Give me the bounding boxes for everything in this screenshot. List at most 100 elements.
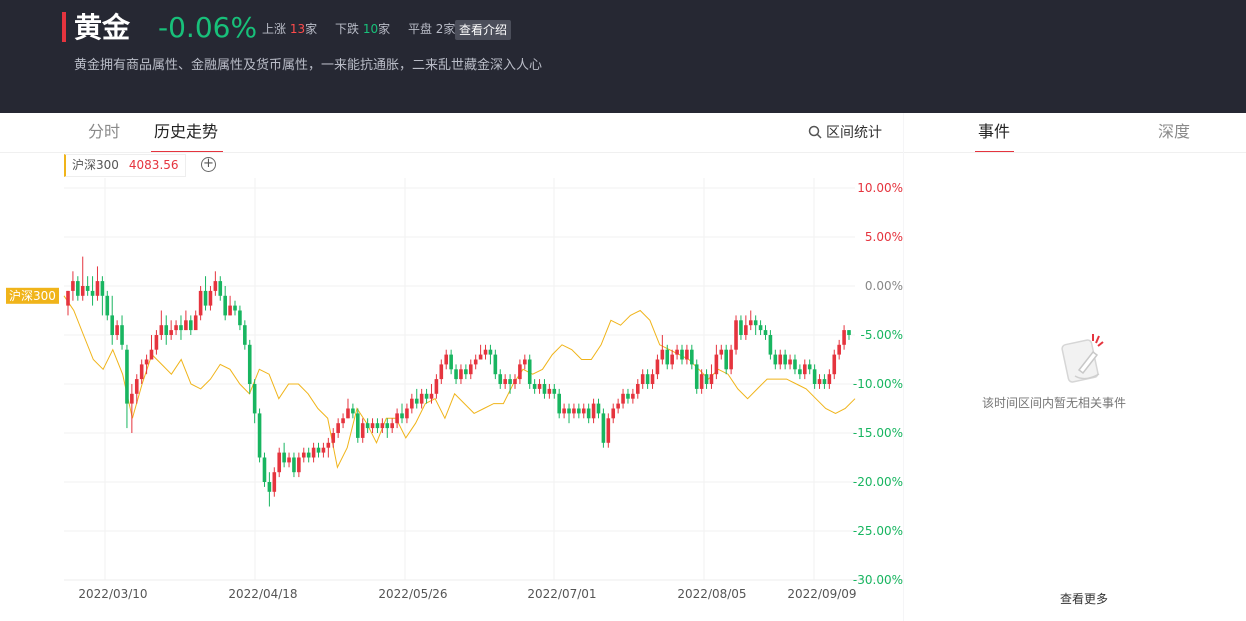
candle-body	[247, 344, 252, 384]
candle-body	[842, 330, 846, 345]
candle-body	[316, 447, 321, 453]
candle-body	[257, 413, 262, 458]
candle-body	[76, 281, 80, 296]
legend-value: 4083.56	[128, 158, 179, 172]
candle-body	[606, 418, 611, 443]
candle-body	[488, 349, 493, 355]
benchmark-tag-label: 沪深300	[9, 289, 56, 303]
candle-body	[626, 393, 630, 399]
candle-body	[773, 354, 778, 365]
candle-body	[390, 423, 394, 429]
candle-body	[100, 281, 105, 296]
candle-body	[557, 393, 561, 414]
candle-body	[640, 374, 645, 384]
candle-body	[395, 413, 399, 424]
candle-body	[80, 286, 85, 296]
candle-body	[513, 379, 517, 384]
candle-body	[297, 457, 301, 473]
add-compare-button[interactable]: +	[201, 157, 216, 172]
candle-body	[184, 320, 188, 331]
candle-body	[719, 349, 724, 355]
range-stat-button[interactable]: 区间统计	[808, 124, 882, 142]
candle-body	[685, 349, 689, 360]
candle-body	[90, 290, 95, 296]
candle-body	[71, 281, 75, 291]
sector-header: 黄金 -0.06% 上涨 13家 下跌 10家 平盘 2家 查看介绍 黄金拥有商…	[0, 0, 1246, 113]
tab-intraday[interactable]: 分时	[88, 122, 121, 141]
tab-divider	[0, 152, 903, 153]
candle-body	[110, 315, 115, 335]
candle-body	[724, 349, 729, 370]
candle-body	[252, 384, 257, 414]
candle-body	[793, 359, 797, 370]
tab-history[interactable]: 历史走势	[154, 122, 219, 141]
candle-body	[802, 364, 807, 375]
candle-body	[193, 315, 198, 331]
candle-body	[523, 359, 527, 365]
candle-body	[645, 374, 650, 384]
candle-body	[228, 305, 232, 316]
candle-body	[547, 388, 552, 394]
candle-body	[272, 472, 277, 492]
candle-body	[601, 413, 606, 443]
x-tick-label: 2022/08/05	[677, 587, 746, 601]
candle-body	[478, 354, 483, 360]
candle-body	[429, 393, 434, 399]
candle-body	[577, 408, 581, 414]
down-count: 10	[362, 22, 379, 36]
candle-body	[783, 354, 787, 365]
candle-body	[434, 379, 439, 394]
candle-body	[208, 290, 213, 306]
candle-body	[410, 398, 414, 409]
candle-body	[66, 290, 70, 306]
candle-body	[267, 482, 272, 492]
candle-body	[768, 335, 773, 355]
candle-body	[105, 295, 110, 316]
candle-body	[572, 408, 576, 414]
benchmark-legend[interactable]: 沪深300 4083.56	[64, 154, 186, 177]
candle-body	[311, 447, 316, 458]
candle-body	[419, 393, 424, 404]
candle-body	[847, 330, 851, 335]
candle-body	[788, 359, 792, 365]
candle-body	[400, 413, 404, 419]
view-more-link[interactable]: 查看更多	[1060, 592, 1109, 606]
candle-body	[331, 433, 336, 443]
sector-change: -0.06%	[158, 11, 258, 44]
candle-body	[149, 349, 154, 360]
candle-body	[292, 457, 296, 473]
candle-body	[287, 457, 291, 463]
candle-body	[493, 354, 498, 375]
candle-body	[827, 374, 832, 384]
y-tick-label: -25.00%	[853, 524, 903, 538]
tab-events[interactable]: 事件	[978, 122, 1011, 141]
empty-events-text: 该时间区间内暂无相关事件	[981, 396, 1126, 410]
candle-body	[115, 325, 119, 335]
candle-body	[134, 379, 139, 394]
breadth-stats: 上涨 13家 下跌 10家 平盘 2家	[262, 19, 469, 39]
candle-body	[405, 408, 409, 419]
candle-body	[532, 384, 537, 389]
candle-body	[729, 349, 733, 370]
candle-body	[444, 354, 449, 365]
y-tick-label: 10.00%	[857, 181, 903, 195]
benchmark-tag	[6, 287, 59, 304]
candle-body	[812, 369, 817, 384]
candle-body	[699, 374, 704, 389]
candle-body	[159, 325, 164, 335]
candle-body	[144, 359, 149, 365]
candle-body	[650, 374, 655, 384]
view-intro-button[interactable]: 查看介绍	[455, 20, 512, 40]
candle-body	[591, 403, 596, 419]
candle-body	[360, 423, 365, 438]
candle-body	[375, 423, 380, 429]
price-chart[interactable]: 10.00% 5.00% 0.00% -5.00% -10.00% -15.00% -20.…	[0, 113, 903, 621]
tab-depth[interactable]: 深度	[1158, 122, 1191, 141]
candle-body	[139, 364, 144, 380]
flat-unit: 家	[443, 22, 456, 36]
title-accent-bar	[62, 12, 66, 42]
candle-body	[424, 393, 429, 399]
candle-body	[262, 457, 267, 482]
candle-body	[380, 423, 385, 429]
candle-body	[807, 364, 812, 370]
